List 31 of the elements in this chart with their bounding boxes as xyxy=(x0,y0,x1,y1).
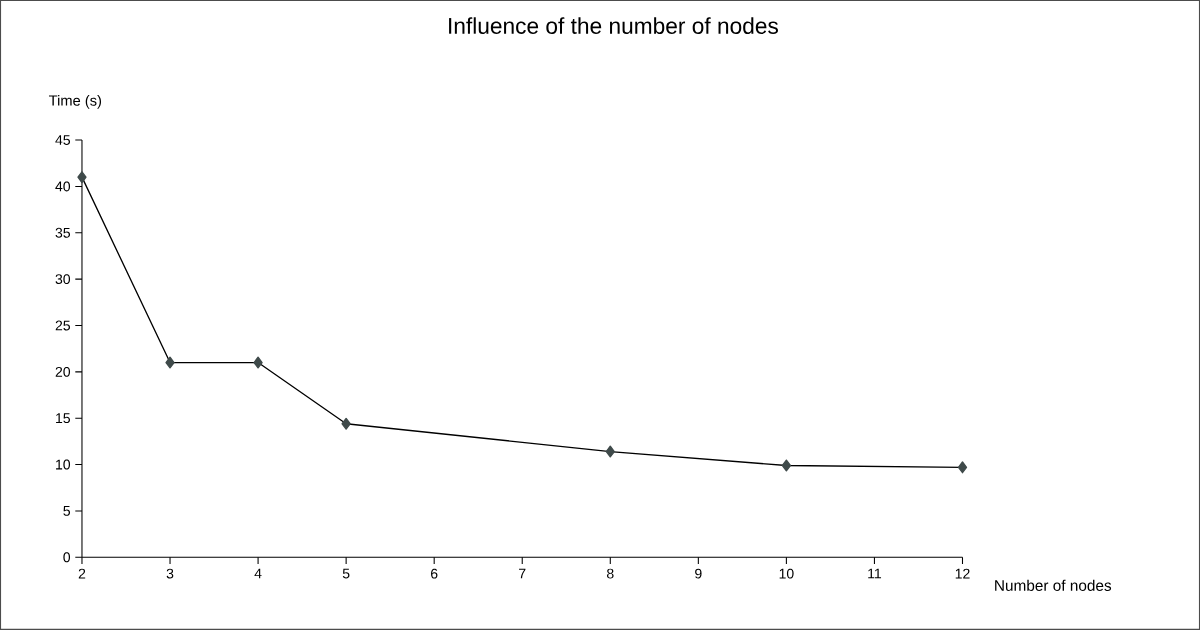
x-tick-label: 4 xyxy=(254,568,262,579)
x-tick-label: 12 xyxy=(955,568,970,579)
point xyxy=(957,461,968,474)
y-tick-label: 20 xyxy=(55,366,71,377)
y-tick-label: 30 xyxy=(55,274,71,285)
y-tick-label: 25 xyxy=(55,320,71,331)
point xyxy=(165,356,175,369)
y-tick-label: 45 xyxy=(55,135,71,145)
x-tick-label: 3 xyxy=(166,568,174,579)
y-tick-label: 10 xyxy=(56,459,71,470)
x-tick-label: 2 xyxy=(78,568,86,579)
y-tick-label: 40 xyxy=(55,181,71,192)
chart-title: Influence of the number of nodes xyxy=(449,17,778,34)
y-tick-label: 0 xyxy=(63,552,71,563)
x-tick-label: 7 xyxy=(519,568,526,579)
y-tick-label: 5 xyxy=(63,506,71,516)
point xyxy=(605,445,615,458)
y-tick-label: 15 xyxy=(56,413,71,424)
x-tick-label: 5 xyxy=(342,568,350,579)
x-tick-label: 11 xyxy=(868,568,882,579)
point xyxy=(341,417,351,430)
point xyxy=(77,171,87,184)
point xyxy=(781,459,792,472)
x-tick-label: 8 xyxy=(606,568,614,579)
x-tick-label: 6 xyxy=(430,568,438,579)
y-tick-label: 35 xyxy=(55,227,71,238)
y-axis-title: Time (s) xyxy=(48,95,102,109)
point xyxy=(253,356,263,369)
x-tick-label: 9 xyxy=(695,568,702,579)
x-axis-title: Number of nodes xyxy=(995,579,1112,591)
x-tick-label: 10 xyxy=(779,568,794,579)
